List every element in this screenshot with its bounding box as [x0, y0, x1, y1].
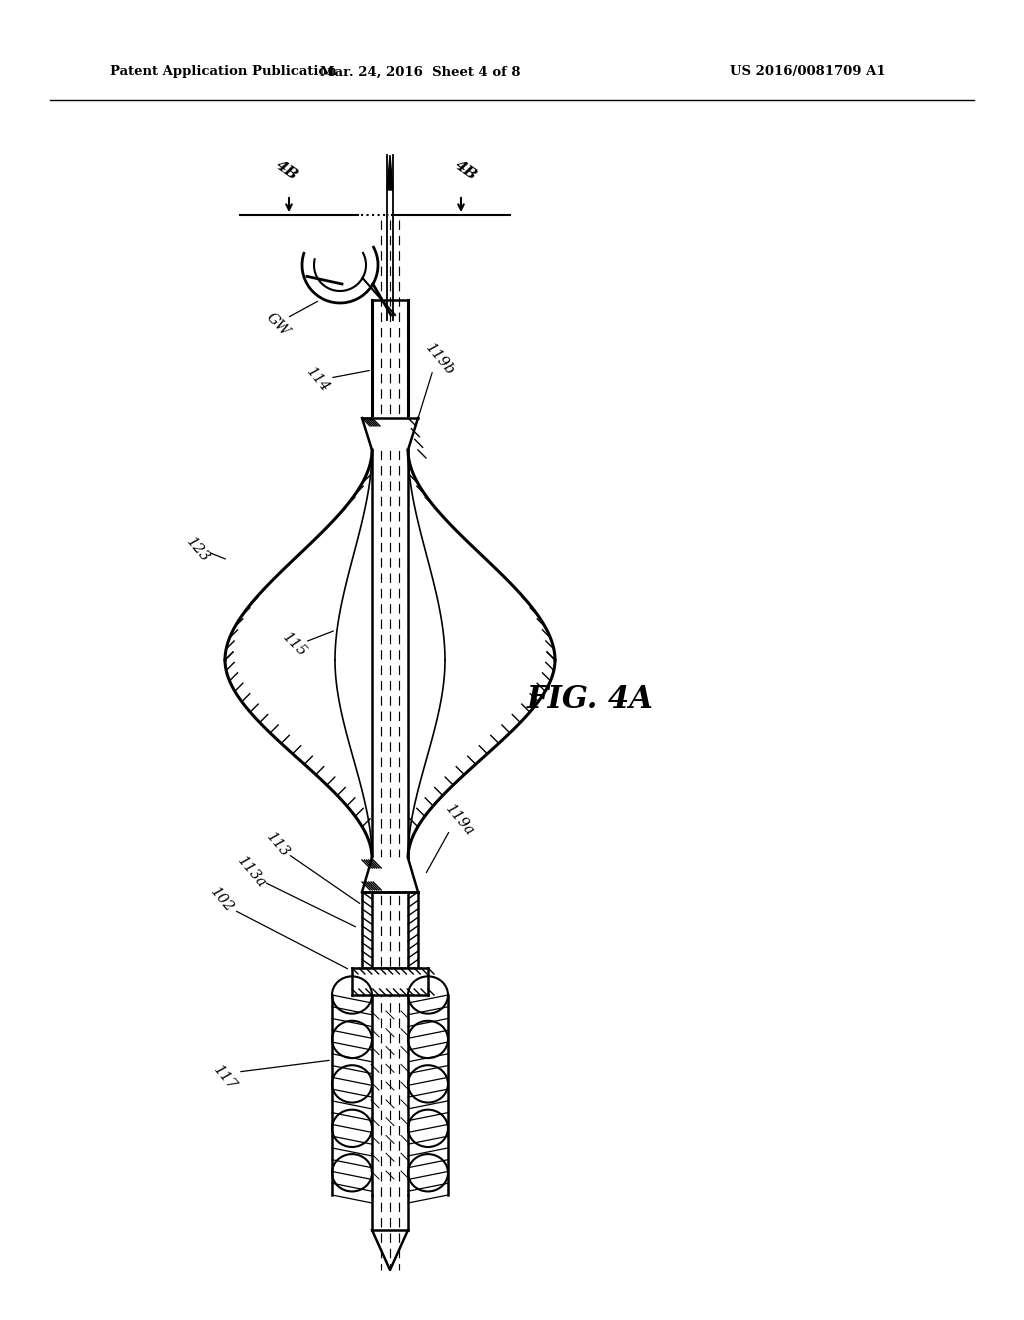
Text: 117: 117	[211, 1063, 240, 1093]
Text: Mar. 24, 2016  Sheet 4 of 8: Mar. 24, 2016 Sheet 4 of 8	[319, 66, 520, 78]
Text: 102: 102	[208, 884, 237, 915]
Text: Patent Application Publication: Patent Application Publication	[110, 66, 337, 78]
Text: 113a: 113a	[234, 854, 269, 891]
Text: 119a: 119a	[443, 801, 477, 838]
Text: 123: 123	[183, 535, 212, 565]
Text: 119b: 119b	[423, 342, 458, 379]
Text: 113: 113	[264, 830, 292, 861]
Text: GW: GW	[263, 310, 293, 339]
Polygon shape	[362, 418, 418, 450]
Text: 115: 115	[281, 630, 310, 660]
Text: US 2016/0081709 A1: US 2016/0081709 A1	[730, 66, 886, 78]
Text: 114: 114	[304, 364, 332, 395]
Polygon shape	[387, 154, 393, 190]
Polygon shape	[362, 858, 418, 892]
Text: 4B: 4B	[453, 158, 479, 183]
Polygon shape	[352, 968, 428, 995]
Text: 4B: 4B	[273, 158, 301, 183]
Text: FIG. 4A: FIG. 4A	[526, 685, 653, 715]
